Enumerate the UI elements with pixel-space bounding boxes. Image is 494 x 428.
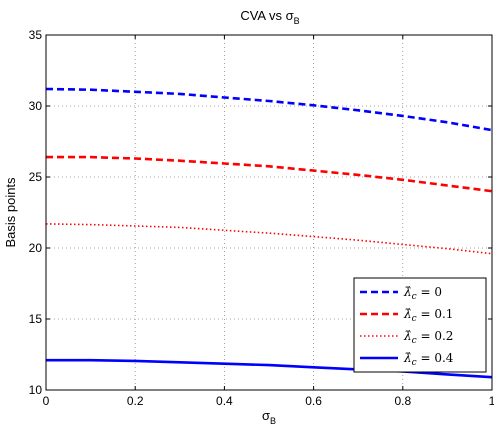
series-line-2 <box>45 223 493 255</box>
legend-box <box>353 277 487 373</box>
x-tick-label: 0.4 <box>216 394 233 408</box>
axis-ticks: 0 0.2 0.4 0.6 0.8 1 10 15 20 25 30 35 <box>29 28 494 408</box>
y-tick-label: 25 <box>29 170 43 184</box>
x-tick-label: 0.6 <box>305 394 322 408</box>
x-tick-label: 0.2 <box>127 394 144 408</box>
legend-label-2: λ̂c = 0.2 <box>403 329 453 346</box>
y-tick-label: 15 <box>29 312 43 326</box>
series-line-0 <box>45 87 493 132</box>
y-tick-label: 20 <box>29 241 43 255</box>
x-tick-label: 0 <box>43 394 50 408</box>
legend-label-3: λ̂c = 0.4 <box>403 351 454 368</box>
plot-frame <box>45 34 493 391</box>
legend-label-0: λ̂c = 0 <box>403 285 442 302</box>
series-line-1 <box>46 155 493 193</box>
x-tick-label: 1 <box>489 394 494 408</box>
x-axis-label: σB <box>262 408 276 426</box>
y-tick-label: 30 <box>29 99 43 113</box>
x-tick-label: 0.8 <box>394 394 411 408</box>
legend: λ̂c = 0 λ̂c = 0.1 λ̂c = 0.2 λ̂c = 0.4 <box>353 277 487 373</box>
legend-label-1: λ̂c = 0.1 <box>403 307 453 324</box>
y-tick-label: 35 <box>29 28 43 42</box>
y-axis-label: Basis points <box>3 177 18 248</box>
y-tick-label: 10 <box>29 383 43 397</box>
chart-title: CVA vs σB <box>240 8 299 26</box>
